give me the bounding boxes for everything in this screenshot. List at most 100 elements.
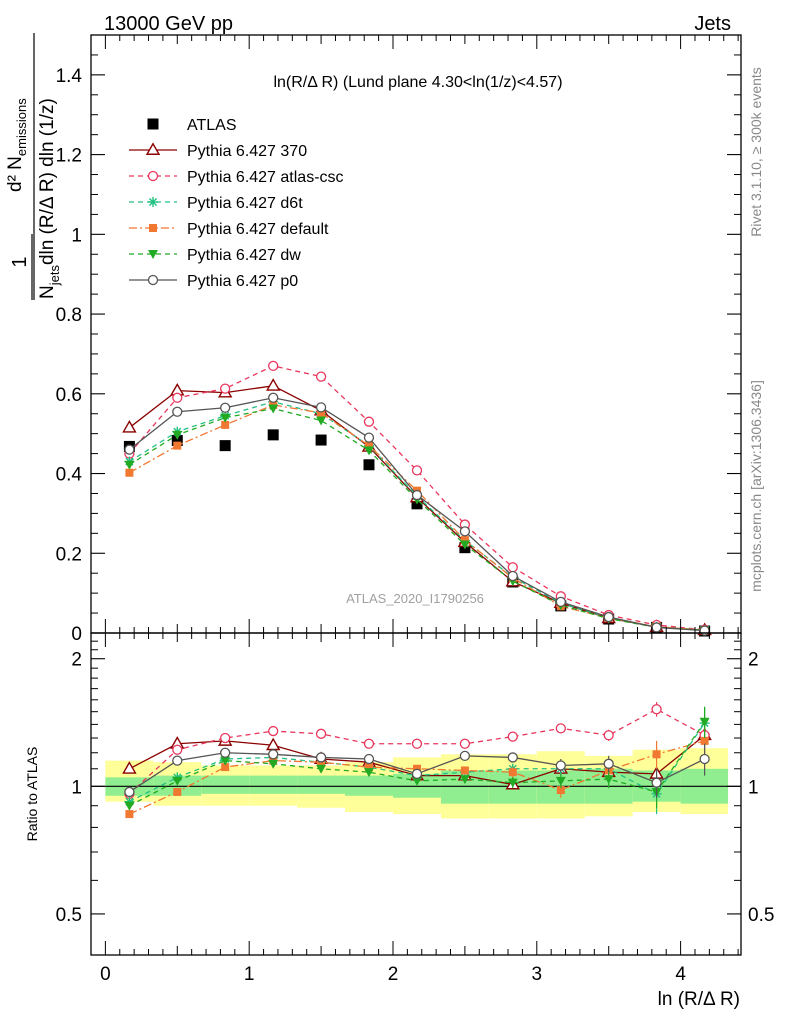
- ratio-series-group: [122, 702, 712, 819]
- ratio-point-pythia-6-427-p0: [315, 752, 327, 763]
- ratio-point-pythia-6-427-dw: [555, 776, 566, 786]
- ratio-point-pythia-6-427-p0: [220, 747, 231, 758]
- legend-label: Pythia 6.427 370: [187, 143, 307, 160]
- legend-label: Pythia 6.427 d6t: [187, 195, 303, 212]
- legend-marker: [148, 250, 158, 259]
- main-ytick-label: 1.4: [56, 66, 83, 87]
- main-ytick-label: 0.4: [56, 465, 83, 486]
- data-point-pythia-6-427-p0: [220, 402, 231, 413]
- data-point-pythia-6-427-atlas-csc: [220, 383, 231, 394]
- legend-marker-stroke: [148, 197, 158, 207]
- ratio-band-inner: [249, 775, 298, 794]
- data-point-pythia-6-427-default: [173, 441, 182, 450]
- mcplots-reference-text: mcplots.cern.ch [arXiv:1306.3436]: [748, 380, 764, 592]
- legend-label: Pythia 6.427 atlas-csc: [187, 169, 344, 186]
- data-point-pythia-6-427-default: [317, 408, 326, 417]
- main-axes: 0 0.2 0.4 0.6 0.8 1 1.2 1.4: [56, 35, 741, 645]
- ratio-point-pythia-6-427-atlas-csc: [411, 738, 423, 749]
- legend-marker: [149, 224, 157, 232]
- ratio-point-pythia-6-427-dw: [412, 776, 423, 786]
- ratio-point-pythia-6-427-p0: [172, 755, 183, 766]
- legend-marker: [147, 170, 159, 182]
- data-point-pythia-6-427-atlas-csc: [268, 360, 279, 372]
- ratio-band-inner: [297, 775, 346, 794]
- ratio-point-pythia-6-427-370: [122, 761, 137, 774]
- main-ytick-label: 1: [71, 225, 82, 246]
- data-point-pythia-6-427-atlas-csc: [315, 371, 327, 382]
- main-ytick-label: 0: [71, 624, 82, 645]
- data-point-pythia-6-427-p0: [411, 489, 423, 501]
- ylabel-denominator: Njetsdln (R/Δ R) dln (1/z): [37, 98, 62, 299]
- data-point-pythia-6-427-atlas-csc: [172, 392, 183, 403]
- legend-label: Pythia 6.427 default: [187, 221, 329, 238]
- ratio-point-pythia-6-427-p0: [699, 753, 710, 765]
- data-point-pythia-6-427-p0: [363, 432, 375, 443]
- ratio-point-pythia-6-427-default: [221, 763, 230, 772]
- ratio-point-pythia-6-427-atlas-csc: [651, 704, 662, 715]
- rivet-version-text: Rivet 3.1.10, ≥ 300k events: [748, 67, 764, 237]
- ratio-point-pythia-6-427-p0: [363, 753, 375, 765]
- ratio-point-pythia-6-427-default: [125, 810, 134, 819]
- ratio-point-pythia-6-427-p0: [555, 760, 566, 771]
- ratio-point-pythia-6-427-default: [364, 763, 373, 772]
- x-tick-label: 1: [244, 964, 255, 985]
- ratio-point-pythia-6-427-dw: [220, 756, 231, 766]
- ratio-point-pythia-6-427-dw: [699, 717, 710, 727]
- data-point-atlas: [267, 429, 279, 441]
- ratio-point-pythia-6-427-dw: [363, 768, 374, 778]
- data-point-atlas: [171, 434, 183, 446]
- ratio-ytick-label-right: 2: [748, 650, 759, 671]
- legend-label: ATLAS: [187, 117, 237, 134]
- legend-label: Pythia 6.427 dw: [187, 247, 301, 264]
- legend: ATLAS Pythia 6.427 370 Pythia 6.427 atlas-…: [129, 117, 344, 290]
- main-ytick-label: 0.2: [56, 544, 82, 565]
- legend-item-pythia-6-427-dw: Pythia 6.427 dw: [129, 247, 301, 264]
- ratio-point-pythia-6-427-default: [173, 787, 182, 796]
- data-point-pythia-6-427-atlas-csc: [411, 465, 423, 476]
- ratio-band-inner: [201, 775, 250, 794]
- legend-marker: [147, 274, 159, 286]
- ratio-point-pythia-6-427-atlas-csc: [172, 744, 183, 755]
- plot-title: ln(R/Δ R) (Lund plane 4.30<ln(1/z)<4.57): [273, 74, 562, 91]
- data-point-pythia-6-427-p0: [459, 526, 471, 537]
- header-left: 13000 GeV pp: [104, 13, 233, 35]
- legend-item-pythia-6-427-p0: Pythia 6.427 p0: [129, 273, 298, 290]
- data-point-pythia-6-427-dw: [268, 404, 279, 414]
- ratio-ytick-label-right: 0.5: [748, 905, 774, 926]
- data-point-pythia-6-427-p0: [124, 444, 135, 455]
- data-point-pythia-6-427-p0: [268, 392, 279, 403]
- header-right: Jets: [694, 13, 731, 35]
- legend-marker: [148, 197, 158, 207]
- ratio-point-pythia-6-427-p0: [459, 750, 471, 762]
- ratio-point-pythia-6-427-dw: [268, 759, 279, 769]
- data-point-pythia-6-427-default: [460, 536, 469, 545]
- ratio-point-pythia-6-427-default: [556, 786, 565, 795]
- data-point-pythia-6-427-dw: [220, 413, 231, 423]
- ratio-ytick-label: 1: [71, 777, 82, 798]
- data-point-pythia-6-427-dw: [172, 430, 183, 440]
- data-point-pythia-6-427-dw: [124, 460, 135, 470]
- ratio-series-pythia-6-427-p0: [124, 743, 710, 798]
- ratio-point-pythia-6-427-p0: [603, 758, 614, 769]
- ratio-y-axis-label: Ratio to ATLAS: [24, 747, 40, 842]
- ratio-point-pythia-6-427-dw: [603, 775, 614, 785]
- data-point-pythia-6-427-p0: [603, 611, 614, 623]
- legend-item-pythia-6-427-default: Pythia 6.427 default: [129, 221, 329, 238]
- data-point-pythia-6-427-p0: [651, 622, 662, 633]
- legend-item-pythia-6-427-d6t: Pythia 6.427 d6t: [129, 195, 303, 212]
- data-point-pythia-6-427-370: [265, 378, 281, 391]
- main-series-group: [122, 360, 712, 637]
- ratio-point-pythia-6-427-atlas-csc: [555, 723, 566, 734]
- ratio-band-inner: [345, 775, 393, 796]
- ratio-point-pythia-6-427-default: [460, 766, 469, 775]
- ratio-point-pythia-6-427-dw: [124, 801, 135, 811]
- ratio-point-pythia-6-427-default: [652, 750, 661, 759]
- ratio-point-pythia-6-427-dw: [316, 764, 327, 774]
- x-tick-label: 3: [532, 964, 543, 985]
- data-point-pythia-6-427-atlas-csc: [363, 416, 375, 427]
- ratio-point-pythia-6-427-dw: [172, 776, 183, 786]
- main-y-axis-label: 1 d² Nemissions Njetsdln (R/Δ R) dln (1/…: [5, 33, 62, 300]
- ratio-point-pythia-6-427-atlas-csc: [507, 731, 518, 742]
- ratio-point-pythia-6-427-atlas-csc: [603, 730, 614, 741]
